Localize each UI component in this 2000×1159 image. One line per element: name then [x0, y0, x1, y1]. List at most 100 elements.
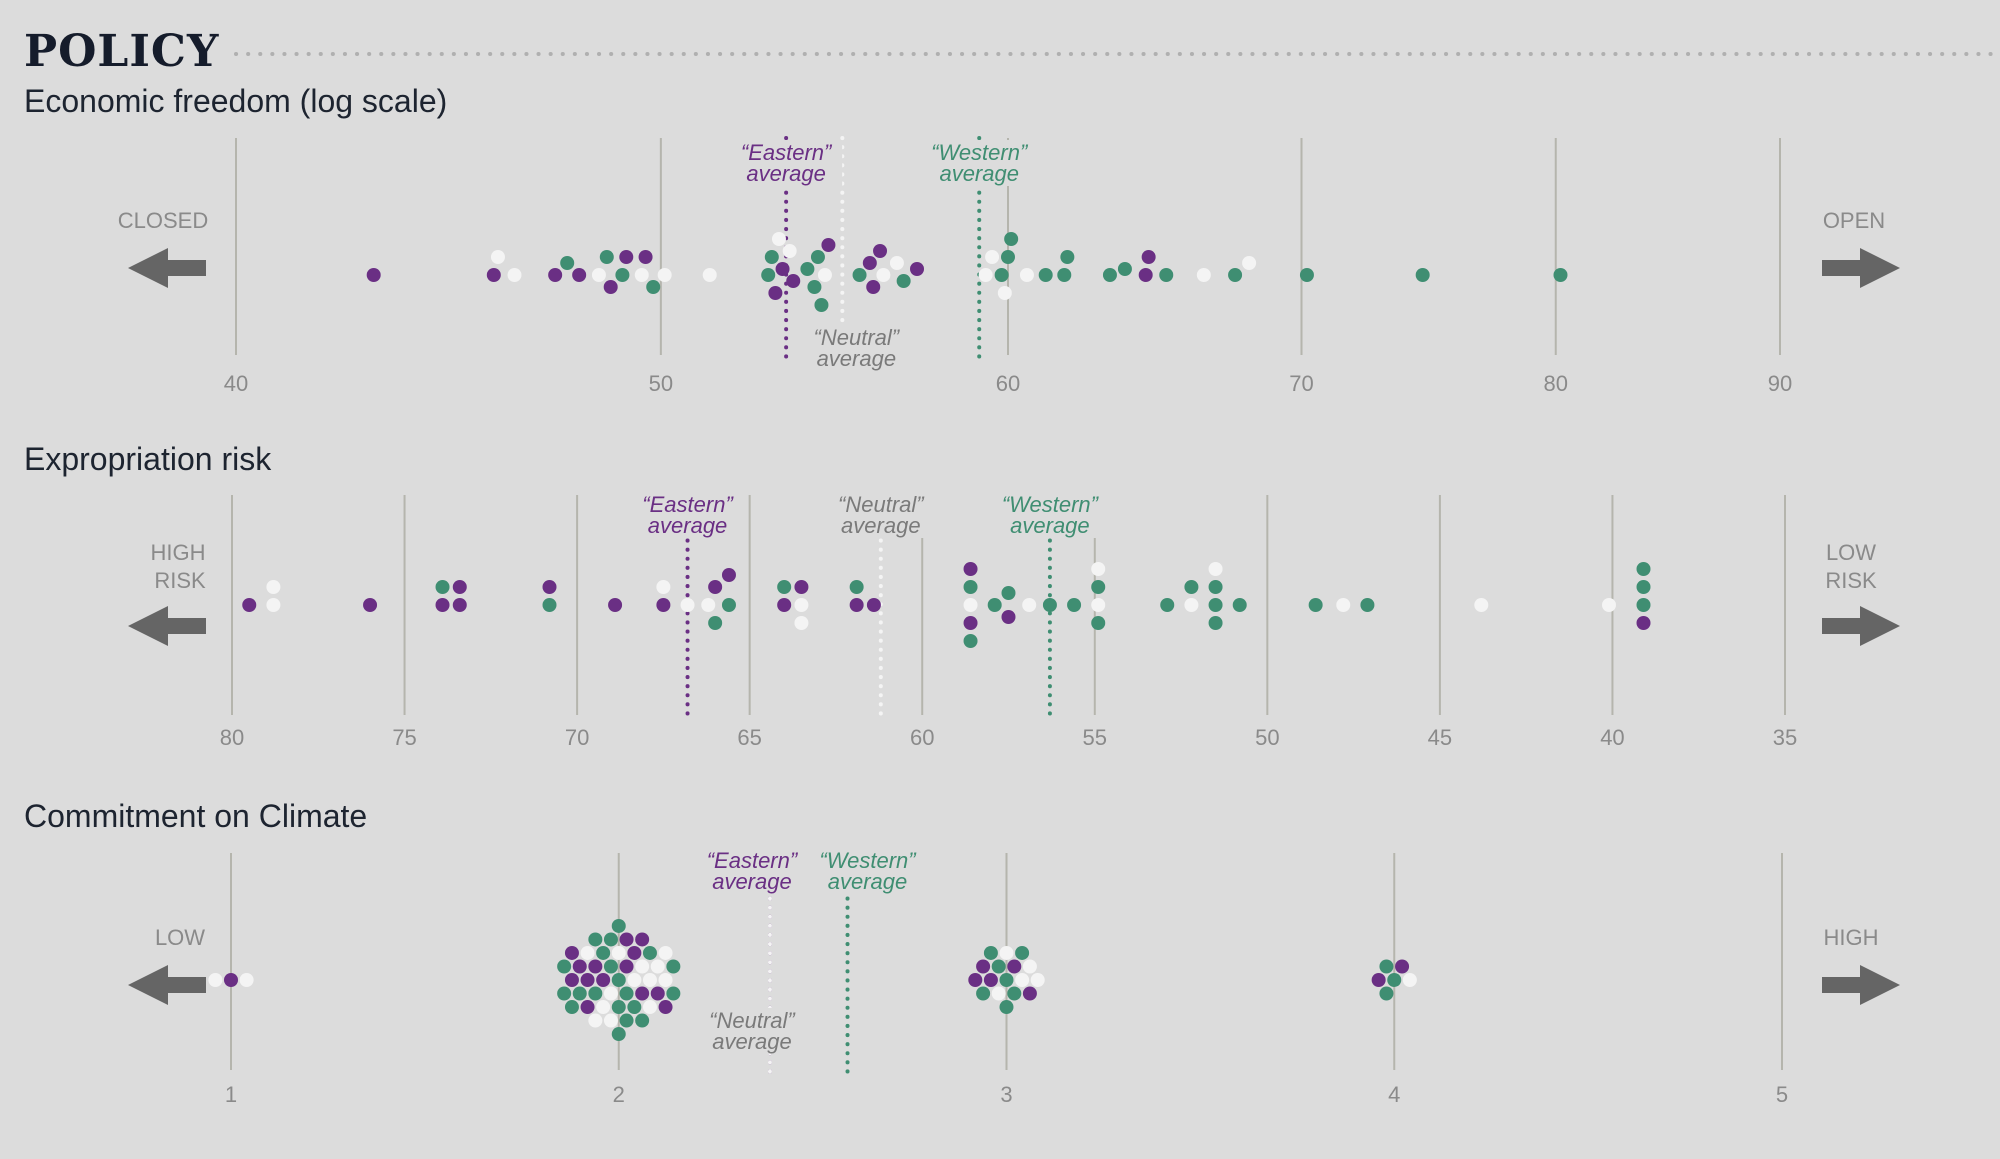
western-point	[611, 918, 626, 933]
neutral-point	[985, 250, 1000, 264]
western-point	[800, 262, 815, 276]
western-point	[721, 598, 736, 612]
neutral-average-label-bg	[800, 325, 913, 371]
eastern-point	[572, 959, 587, 974]
tick-label: 40	[224, 371, 248, 396]
neutral-point	[1022, 959, 1037, 974]
western-point	[603, 932, 618, 947]
tick-label: 1	[225, 1082, 237, 1107]
western-point	[619, 986, 634, 1001]
western-point	[1308, 598, 1323, 612]
right-direction-label: OPEN	[1823, 208, 1885, 233]
neutral-point	[634, 268, 649, 282]
eastern-average-label-line-1: “Eastern”	[642, 492, 734, 517]
tick-label: 35	[1773, 725, 1797, 750]
neutral-point	[978, 268, 993, 282]
western-point	[999, 1000, 1014, 1015]
right-arrow-icon	[1822, 248, 1900, 288]
western-point	[764, 250, 779, 264]
neutral-point	[963, 598, 978, 612]
western-point	[1228, 268, 1243, 282]
western-point	[611, 1027, 626, 1042]
right-direction-label: LOW RISK	[1825, 540, 1877, 593]
western-average-label-line-1: “Western”	[1002, 492, 1100, 517]
eastern-point	[619, 932, 634, 947]
neutral-point	[635, 959, 650, 974]
western-point	[1208, 580, 1223, 594]
tick-label: 70	[565, 725, 589, 750]
eastern-point	[542, 580, 557, 594]
eastern-point	[866, 280, 881, 294]
western-point	[1160, 598, 1175, 612]
eastern-point	[983, 973, 998, 987]
eastern-point	[580, 1000, 595, 1015]
western-point	[1060, 250, 1075, 264]
eastern-point	[968, 973, 983, 987]
neutral-point	[771, 232, 786, 246]
eastern-point	[708, 580, 723, 594]
western-average-label: “Western” average	[931, 140, 1029, 186]
western-point	[611, 973, 626, 987]
eastern-point	[1395, 959, 1410, 974]
tick-label: 90	[1768, 371, 1792, 396]
eastern-point	[866, 598, 881, 612]
western-point	[564, 1000, 579, 1015]
western-point	[1360, 598, 1375, 612]
eastern-point	[849, 598, 864, 612]
neutral-average-label-line-2: average	[817, 346, 897, 371]
western-point	[994, 268, 1009, 282]
neutral-point	[1601, 598, 1616, 612]
western-point	[1015, 945, 1030, 960]
western-point	[1553, 268, 1568, 282]
western-point	[666, 986, 681, 1001]
neutral-point	[588, 1013, 603, 1028]
eastern-average-label-line-1: “Eastern”	[707, 848, 799, 873]
western-point	[963, 580, 978, 594]
western-point	[708, 616, 723, 630]
tick-label: 50	[649, 371, 673, 396]
tick-label: 80	[220, 725, 244, 750]
western-point	[435, 580, 450, 594]
neutral-point	[794, 616, 809, 630]
tick-label: 5	[1776, 1082, 1788, 1107]
neutral-point	[1196, 268, 1211, 282]
neutral-average-label-line-1: “Neutral”	[814, 325, 901, 350]
neutral-average-label: “Neutral” average	[709, 1008, 796, 1054]
tick-label: 60	[910, 725, 934, 750]
page-title: POLICY	[24, 26, 219, 77]
neutral-point	[656, 580, 671, 594]
eastern-point	[572, 268, 587, 282]
western-average-label-bg	[993, 492, 1106, 538]
tick-label: 50	[1255, 725, 1279, 750]
western-point	[557, 959, 572, 974]
left-arrow-icon	[128, 965, 206, 1005]
left-direction-label: HIGH RISK	[151, 540, 206, 593]
western-point	[761, 268, 776, 282]
eastern-point	[452, 580, 467, 594]
eastern-point	[1138, 268, 1153, 282]
neutral-point	[794, 598, 809, 612]
neutral-point	[642, 1000, 657, 1015]
data-points	[242, 562, 1651, 648]
right-direction-label: HIGH	[1824, 925, 1879, 950]
neutral-average-label: “Neutral” average	[814, 325, 901, 371]
western-average-label-line-2: average	[1010, 513, 1090, 538]
eastern-point	[580, 973, 595, 987]
eastern-point	[596, 973, 611, 987]
grid-lines	[230, 853, 1783, 1070]
eastern-point	[588, 959, 603, 974]
neutral-point	[658, 973, 673, 987]
tick-label: 75	[392, 725, 416, 750]
western-point	[596, 945, 611, 960]
climate-commitment-panel: Commitment on Climate “Eastern” average“W…	[24, 798, 1900, 1107]
neutral-point	[1184, 598, 1199, 612]
western-average-label-bg	[923, 140, 1036, 186]
tick-label: 4	[1388, 1082, 1400, 1107]
western-point	[572, 986, 587, 1001]
western-point	[1004, 232, 1019, 246]
eastern-point	[650, 986, 665, 1001]
eastern-average-label-line-2: average	[648, 513, 728, 538]
western-point	[1184, 580, 1199, 594]
expropriation-risk-panel: Expropriation risk “Eastern” average“West…	[24, 441, 1900, 750]
